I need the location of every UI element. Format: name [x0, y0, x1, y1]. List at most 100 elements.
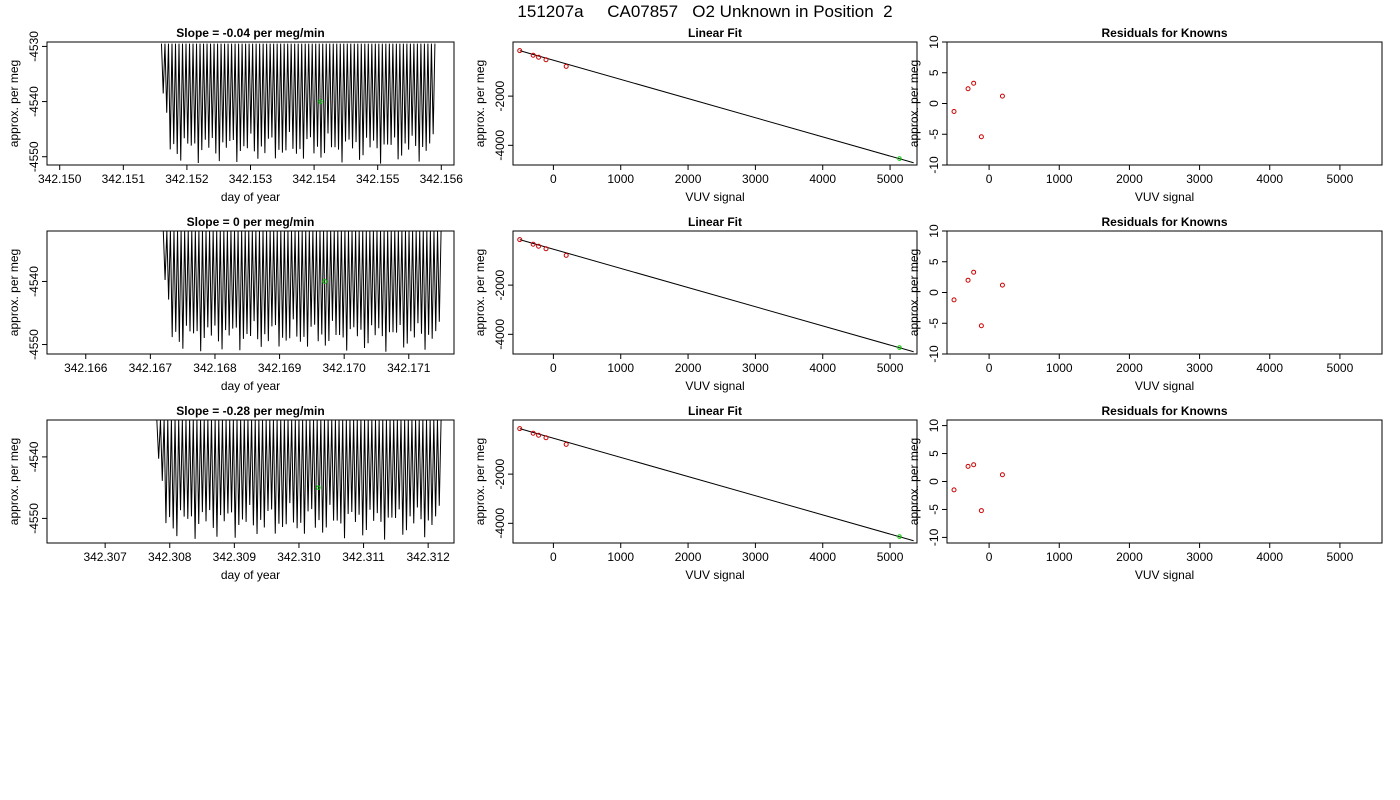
trace-1-xtick-label-3: 342.153 [229, 172, 273, 186]
resid-2-known-point-4 [999, 282, 1005, 288]
trace-2-xtick-label-1: 342.167 [129, 361, 173, 375]
resid-2-known-point-3 [978, 323, 984, 329]
resid-1-data [951, 80, 1005, 140]
resid-1-title: Residuals for Knowns [1101, 26, 1227, 40]
fit-3-xtick-label-4: 4000 [809, 550, 836, 564]
fit-1-unknown-point [897, 156, 902, 161]
trace-1-xtick-label-1: 342.151 [102, 172, 146, 186]
resid-1-ytick-label-4: -10 [927, 156, 941, 174]
trace-1-panel: Slope = -0.04 per meg/min 342.150 342.151 3… [7, 26, 463, 204]
fit-1-ytick-label-1: -4000 [493, 130, 507, 161]
resid-2-known-point-2 [971, 269, 977, 275]
trace-2-ytick-label-0: -4540 [27, 266, 41, 297]
resid-3-ytick-label-2: 0 [927, 478, 941, 485]
resid-3-known-point-2 [971, 462, 977, 468]
trace-2-xtick-label-0: 342.166 [64, 361, 108, 375]
resid-1-xtick-label-4: 4000 [1256, 172, 1283, 186]
fit-3-panel: Linear Fit 0 1000 2000 3000 4000 5000 -2000 -400… [473, 404, 918, 582]
fit-2-ytick-label-0: -2000 [493, 269, 507, 300]
resid-3-xtick-label-1: 1000 [1046, 550, 1073, 564]
trace-1-xtick-label-5: 342.155 [356, 172, 400, 186]
trace-3-xtick-label-3: 342.310 [277, 550, 321, 564]
trace-1-xtick-label-6: 342.156 [420, 172, 464, 186]
fit-2-ytick-label-1: -4000 [493, 319, 507, 350]
resid-1-known-point-0 [951, 108, 957, 114]
fit-1-known-point-0 [517, 48, 523, 54]
resid-3-xtick-label-5: 5000 [1327, 550, 1354, 564]
fit-1-panel: Linear Fit 0 1000 2000 3000 4000 5000 -2000 -400… [473, 26, 918, 204]
fit-2-xtick-label-0: 0 [550, 361, 557, 375]
trace-3-xtick-label-2: 342.309 [213, 550, 257, 564]
trace-3-panel: Slope = -0.28 per meg/min 342.307 342.308 3… [7, 404, 455, 582]
trace-1-ytick-label-1: -4540 [27, 86, 41, 117]
fit-1-xtick-label-0: 0 [550, 172, 557, 186]
fit-1-frame [512, 41, 918, 166]
trace-1-xtick-label-0: 342.150 [38, 172, 82, 186]
resid-2-ytick-label-1: 5 [927, 258, 941, 265]
resid-2-xlabel: VUV signal [1135, 379, 1194, 393]
resid-3-known-point-4 [999, 472, 1005, 478]
fit-3-data [517, 426, 914, 542]
trace-3-ytick-label-0: -4540 [27, 441, 41, 472]
resid-3-known-point-1 [965, 463, 971, 469]
fit-3-xtick-label-5: 5000 [877, 550, 904, 564]
resid-2-xtick-label-4: 4000 [1256, 361, 1283, 375]
resid-2-ytick-label-4: -10 [927, 345, 941, 363]
trace-2-trace-line [162, 231, 442, 352]
trace-3-trace-line [156, 420, 442, 540]
fit-3-frame [512, 419, 918, 544]
trace-3-xlabel: day of year [221, 568, 280, 582]
trace-1-unknown-point [318, 99, 323, 104]
resid-2-xtick-label-5: 5000 [1327, 361, 1354, 375]
resid-3-xtick-label-2: 2000 [1116, 550, 1143, 564]
resid-3-ylabel: approx. per meg [907, 438, 921, 525]
fit-2-data [517, 237, 914, 353]
resid-3-ytick-label-3: -5 [927, 504, 941, 515]
trace-3-data [156, 420, 442, 540]
page-title: 151207a CA07857 O2 Unknown in Position 2 [517, 2, 893, 21]
resid-3-xtick-label-4: 4000 [1256, 550, 1283, 564]
fit-1-fit-line [519, 50, 914, 164]
resid-1-known-point-4 [999, 93, 1005, 99]
fit-2-xtick-label-1: 1000 [607, 361, 634, 375]
trace-2-xtick-label-5: 342.171 [387, 361, 431, 375]
trace-2-xtick-label-2: 342.168 [193, 361, 237, 375]
fit-1-known-point-1 [530, 52, 536, 58]
fit-3-xtick-label-1: 1000 [607, 550, 634, 564]
fit-1-ylabel: approx. per meg [473, 60, 487, 147]
resid-3-ytick-label-1: 5 [927, 450, 941, 457]
fit-3-fit-line [519, 428, 914, 542]
resid-3-ytick-label-4: -10 [927, 528, 941, 546]
resid-3-known-point-0 [951, 487, 957, 493]
resid-1-ylabel: approx. per meg [907, 60, 921, 147]
fit-3-xtick-label-2: 2000 [675, 550, 702, 564]
fit-2-title: Linear Fit [688, 215, 742, 229]
trace-1-data [160, 43, 436, 164]
fit-1-xtick-label-4: 4000 [809, 172, 836, 186]
resid-1-known-point-1 [965, 86, 971, 92]
fit-1-known-point-2 [536, 54, 542, 60]
resid-2-xtick-label-2: 2000 [1116, 361, 1143, 375]
trace-1-trace-line [160, 43, 436, 164]
fit-2-xlabel: VUV signal [685, 379, 744, 393]
resid-3-ytick-label-0: 10 [927, 419, 941, 433]
fit-2-xtick-label-4: 4000 [809, 361, 836, 375]
fit-3-title: Linear Fit [688, 404, 742, 418]
trace-3-xtick-label-1: 342.308 [148, 550, 192, 564]
resid-2-xtick-label-1: 1000 [1046, 361, 1073, 375]
trace-2-xlabel: day of year [221, 379, 280, 393]
trace-2-ylabel: approx. per meg [7, 249, 21, 336]
fit-3-known-point-4 [563, 441, 569, 447]
fit-3-ylabel: approx. per meg [473, 438, 487, 525]
fit-1-ytick-label-0: -2000 [493, 80, 507, 111]
trace-3-unknown-point [316, 485, 321, 490]
fit-1-xlabel: VUV signal [685, 190, 744, 204]
fit-3-xtick-label-3: 3000 [742, 550, 769, 564]
fit-3-unknown-point [897, 534, 902, 539]
resid-2-xtick-label-0: 0 [986, 361, 993, 375]
resid-2-ylabel: approx. per meg [907, 249, 921, 336]
fit-3-known-point-0 [517, 426, 523, 432]
resid-1-frame [946, 41, 1383, 166]
resid-3-xtick-label-3: 3000 [1186, 550, 1213, 564]
